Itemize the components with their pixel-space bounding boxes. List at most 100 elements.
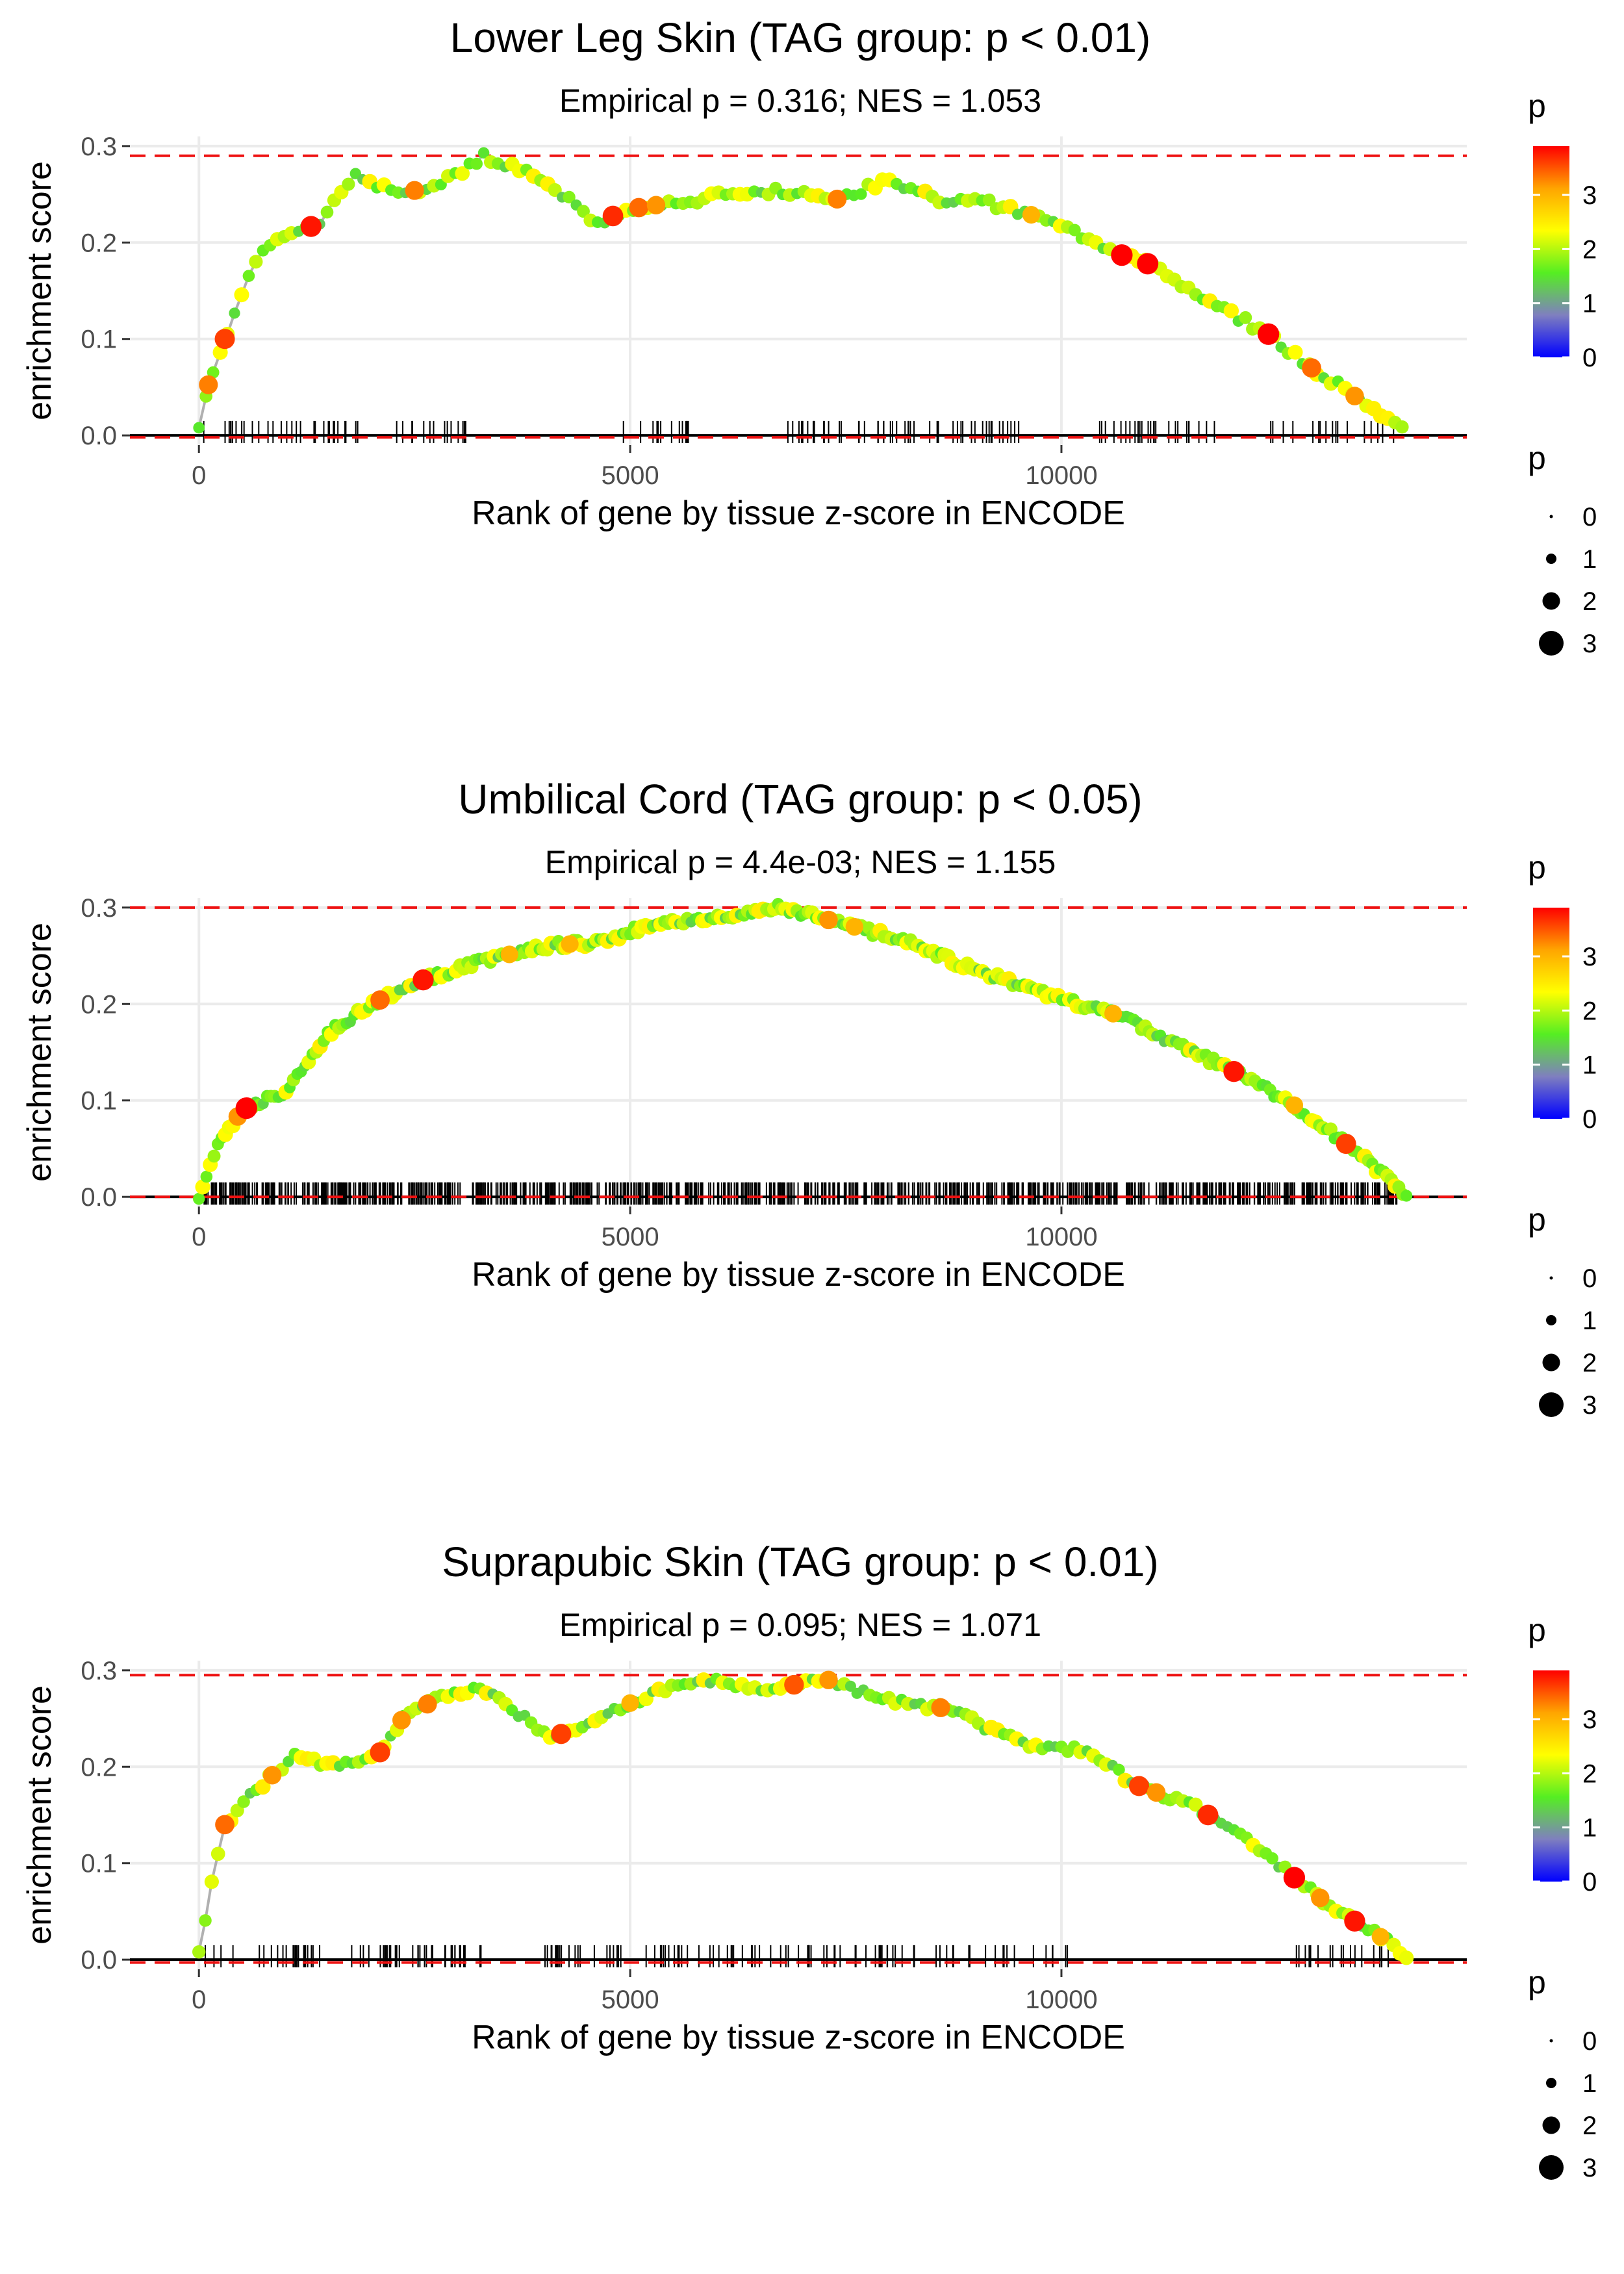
data-point: [195, 1179, 210, 1195]
data-point: [342, 177, 355, 191]
data-point: [193, 1192, 205, 1205]
rug-group: [203, 420, 1395, 444]
data-point: [193, 422, 205, 434]
color-legend-label: 2: [1582, 235, 1597, 264]
data-point-highlight: [819, 910, 838, 930]
color-legend-label: 1: [1582, 1814, 1597, 1843]
data-point: [192, 1945, 206, 1959]
x-axis-label: Rank of gene by tissue z-score in ENCODE: [472, 2019, 1125, 2056]
x-tick-label: 0: [192, 461, 206, 490]
size-legend-dot: [1549, 2039, 1553, 2043]
data-point: [1400, 1190, 1413, 1202]
data-point: [210, 1846, 225, 1861]
color-legend-label: 0: [1582, 344, 1597, 372]
data-point-highlight: [1104, 1004, 1123, 1023]
data-point-highlight: [370, 990, 390, 1010]
data-point: [1223, 303, 1239, 319]
size-legend-label: 1: [1582, 545, 1597, 574]
data-point-highlight: [199, 375, 218, 394]
size-legend-label: 0: [1582, 2027, 1597, 2056]
enrichment-curve: [197, 1676, 1408, 1959]
chart-subtitle: Empirical p = 0.316; NES = 1.053: [559, 83, 1041, 119]
x-tick-label: 10000: [1025, 1986, 1097, 2014]
x-tick-label: 5000: [602, 1223, 659, 1251]
size-legend-label: 1: [1582, 1307, 1597, 1335]
y-tick-label: 0.2: [81, 990, 117, 1019]
chart-panel-3: Suprapubic Skin (TAG group: p < 0.01) Emp…: [21, 1539, 1597, 2182]
data-point-highlight: [214, 329, 235, 350]
y-tick-label: 0.3: [81, 133, 117, 161]
size-legend-title: p: [1528, 440, 1546, 476]
color-legend-label: 3: [1582, 181, 1597, 210]
data-point: [234, 287, 249, 303]
data-point-highlight: [621, 1694, 639, 1712]
y-axis-label: enrichment score: [21, 923, 58, 1182]
data-point: [1288, 344, 1303, 360]
size-legend-label: 0: [1582, 1264, 1597, 1293]
size-legend-label: 3: [1582, 2154, 1597, 2182]
points-group: [193, 147, 1409, 434]
data-point-highlight: [370, 1742, 390, 1763]
size-legend-label: 0: [1582, 503, 1597, 531]
data-point: [229, 307, 240, 319]
enrichment-curve: [197, 902, 1407, 1199]
data-point-highlight: [412, 969, 434, 991]
data-point: [982, 193, 996, 207]
size-legend-label: 2: [1582, 1349, 1597, 1377]
data-point: [200, 1170, 213, 1183]
size-legend-dot: [1539, 631, 1564, 656]
color-legend-bar: [1533, 908, 1569, 1119]
y-tick-label: 0.2: [81, 1753, 117, 1782]
data-point-highlight: [1283, 1867, 1306, 1889]
size-legend-label: 3: [1582, 1391, 1597, 1420]
data-point-highlight: [418, 1694, 437, 1714]
data-point: [855, 188, 867, 200]
data-point: [1188, 1797, 1203, 1812]
data-point-highlight: [405, 181, 424, 200]
size-legend-title: p: [1528, 1964, 1546, 2000]
color-legend-label: 1: [1582, 1051, 1597, 1080]
x-tick-label: 0: [192, 1986, 206, 2014]
data-point-highlight: [262, 1766, 282, 1785]
data-point-highlight: [1128, 1776, 1149, 1796]
data-point-highlight: [931, 1698, 950, 1717]
data-point: [1324, 1122, 1338, 1136]
data-point-highlight: [602, 205, 624, 227]
chart-title: Umbilical Cord (TAG group: p < 0.05): [458, 776, 1142, 823]
data-point: [470, 157, 483, 170]
y-tick-label: 0.1: [81, 1850, 117, 1878]
data-point: [237, 1795, 250, 1808]
y-tick-label: 0.1: [81, 1087, 117, 1116]
color-legend-title: p: [1528, 1612, 1546, 1648]
data-point-highlight: [300, 216, 322, 237]
size-legend-dot: [1542, 592, 1560, 610]
y-tick-label: 0.0: [81, 1183, 117, 1212]
data-point: [204, 1874, 219, 1889]
size-legend-label: 3: [1582, 630, 1597, 658]
size-legend-dot: [1539, 1392, 1564, 1417]
data-point: [1113, 1763, 1125, 1776]
y-tick-label: 0.0: [81, 1946, 117, 1974]
points-group: [193, 898, 1413, 1205]
data-point: [1239, 311, 1252, 324]
data-point: [1068, 224, 1081, 236]
data-point-highlight: [1197, 1804, 1219, 1826]
data-point-highlight: [1344, 1910, 1365, 1932]
y-tick-label: 0.3: [81, 1657, 117, 1685]
data-point-highlight: [784, 1674, 804, 1695]
y-axis-label: enrichment score: [21, 1685, 58, 1945]
data-point-highlight: [1345, 387, 1364, 405]
data-point-highlight: [1302, 358, 1321, 378]
x-tick-label: 5000: [602, 461, 659, 490]
data-point-highlight: [1223, 1061, 1245, 1082]
size-legend-dot: [1549, 1276, 1553, 1280]
color-legend-title: p: [1528, 88, 1546, 124]
data-point-highlight: [845, 917, 863, 936]
y-tick-label: 0.0: [81, 422, 117, 450]
size-legend-title: p: [1528, 1201, 1546, 1238]
chart-title: Lower Leg Skin (TAG group: p < 0.01): [450, 14, 1151, 61]
data-point-highlight: [551, 1724, 572, 1744]
data-point: [320, 205, 334, 219]
color-legend-label: 0: [1582, 1868, 1597, 1897]
